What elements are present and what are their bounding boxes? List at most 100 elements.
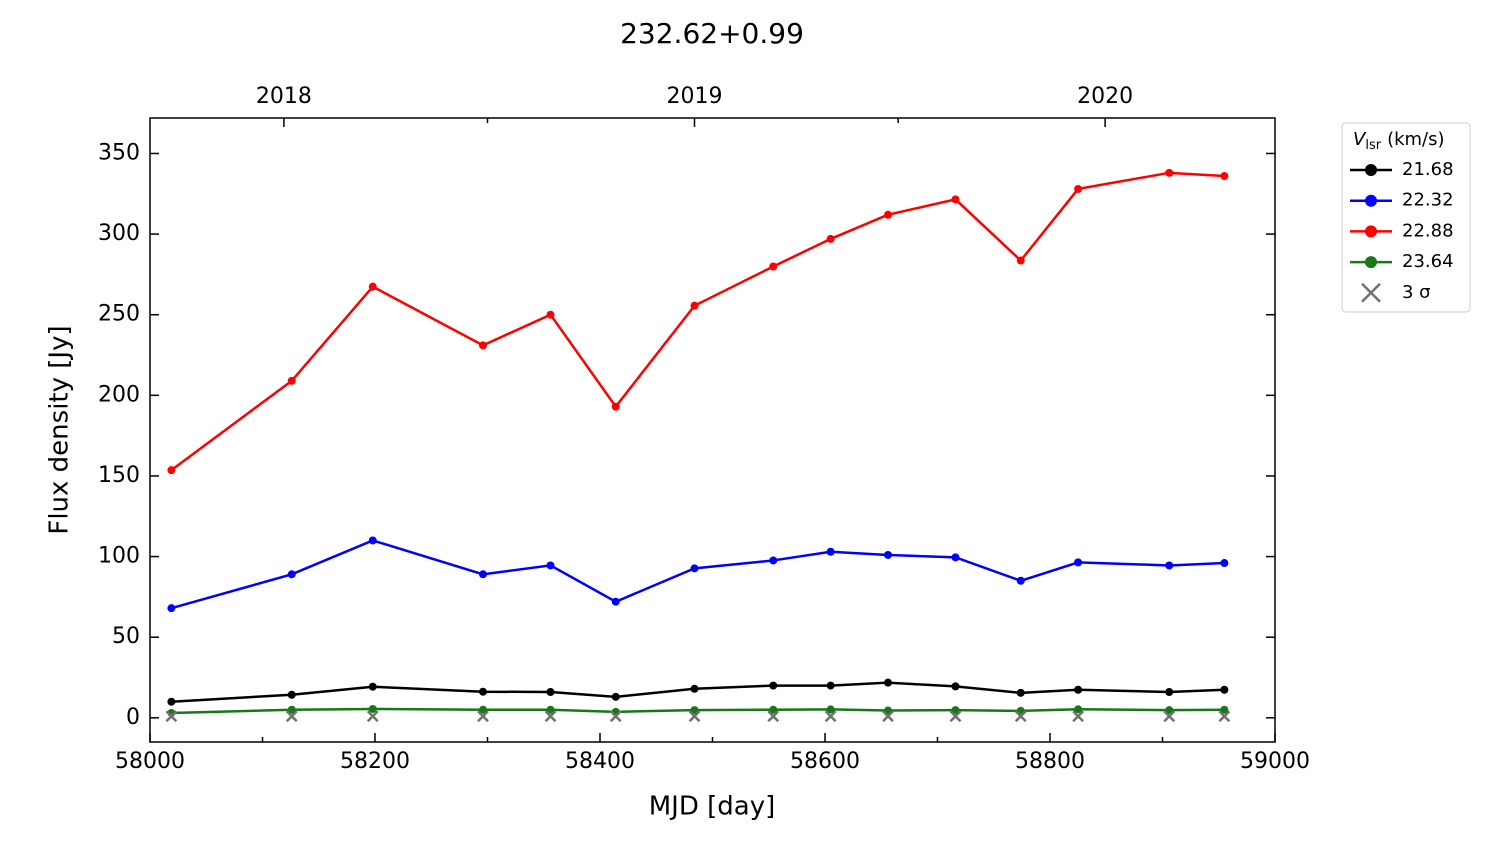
legend-label: 3 σ <box>1402 282 1431 303</box>
point <box>1016 256 1025 265</box>
point <box>951 553 960 562</box>
point <box>884 678 892 687</box>
sigma-marker <box>285 710 298 723</box>
point <box>546 561 555 570</box>
point <box>1165 168 1174 177</box>
y-tick-label: 200 <box>98 382 140 407</box>
point <box>611 402 620 411</box>
point <box>690 301 699 310</box>
point <box>769 262 778 271</box>
cross <box>609 710 622 723</box>
x-tick-label: 58400 <box>565 749 635 774</box>
sigma-marker <box>366 710 379 723</box>
legend-marker <box>1365 256 1377 269</box>
cross <box>165 710 178 723</box>
sigma-marker <box>824 710 837 723</box>
top-tick-label: 2019 <box>667 84 723 109</box>
point <box>1165 706 1174 715</box>
sigma-marker <box>688 710 701 723</box>
point <box>287 376 296 385</box>
cross <box>1072 710 1085 723</box>
point <box>1074 184 1083 193</box>
sigma-marker <box>1218 710 1231 723</box>
legend-label: 22.88 <box>1402 220 1454 241</box>
point <box>690 684 699 693</box>
cross <box>1361 282 1381 303</box>
plot-frame <box>149 117 1276 743</box>
point <box>769 681 778 690</box>
y-tick-label: 50 <box>112 624 140 649</box>
x-tick-label: 58200 <box>340 749 410 774</box>
sigma-marker <box>1163 710 1176 723</box>
point <box>287 690 296 699</box>
cross <box>824 710 837 723</box>
point <box>690 706 699 715</box>
point <box>611 692 620 701</box>
top-tick-label: 2018 <box>256 84 312 109</box>
point <box>826 705 835 714</box>
point <box>546 310 555 319</box>
point <box>167 604 176 613</box>
point <box>769 705 778 714</box>
point <box>1220 559 1229 568</box>
point <box>826 234 835 243</box>
sigma-marker <box>1014 710 1027 723</box>
x-axis-label: MJD [day] <box>649 792 776 822</box>
cross <box>366 710 379 723</box>
legend-marker <box>1361 282 1381 303</box>
y-tick-label: 100 <box>98 544 140 569</box>
series-line <box>171 681 1225 703</box>
point <box>826 681 835 690</box>
cross <box>285 710 298 723</box>
point <box>546 688 555 697</box>
sigma-marker <box>767 710 780 723</box>
point <box>884 210 892 219</box>
point <box>1074 685 1083 694</box>
legend-label: 21.68 <box>1402 159 1454 180</box>
legend-marker <box>1365 164 1377 176</box>
y-tick-label: 250 <box>98 302 140 327</box>
cross <box>949 710 962 723</box>
point <box>611 597 620 606</box>
cross <box>477 710 489 723</box>
chart-title: 232.62+0.99 <box>620 17 804 50</box>
point <box>951 195 960 204</box>
point <box>1074 558 1083 567</box>
point <box>826 547 835 556</box>
point <box>690 564 699 573</box>
x-tick-label: 58600 <box>790 749 860 774</box>
point <box>287 570 296 579</box>
point <box>479 570 487 579</box>
y-tick-label: 150 <box>98 463 140 488</box>
series-line <box>170 171 1225 472</box>
point <box>167 466 176 475</box>
point <box>1220 172 1229 181</box>
x-tick-label: 58000 <box>115 749 185 774</box>
y-tick-label: 350 <box>98 140 140 165</box>
series-line <box>171 539 1225 610</box>
point <box>951 706 960 715</box>
legend-marker <box>1365 194 1377 207</box>
y-tick-label: 300 <box>98 221 140 246</box>
sigma-marker <box>949 710 962 723</box>
point <box>1165 561 1174 570</box>
sigma-marker <box>609 710 622 723</box>
cross <box>688 710 701 723</box>
point <box>368 282 377 291</box>
point <box>1074 705 1083 714</box>
sigma-marker <box>544 710 557 723</box>
x-tick-label: 59000 <box>1240 749 1310 774</box>
cross <box>544 710 557 723</box>
legend-marker <box>1365 225 1377 238</box>
legend-title: Vlsr (km/s) <box>1353 129 1445 153</box>
point <box>479 705 487 714</box>
cross <box>767 710 780 723</box>
point <box>287 705 296 714</box>
point <box>1165 688 1174 697</box>
point <box>167 697 176 706</box>
point <box>1016 688 1025 697</box>
point <box>368 536 377 545</box>
y-axis-label: Flux density [Jy] <box>45 325 75 534</box>
point <box>368 682 377 691</box>
